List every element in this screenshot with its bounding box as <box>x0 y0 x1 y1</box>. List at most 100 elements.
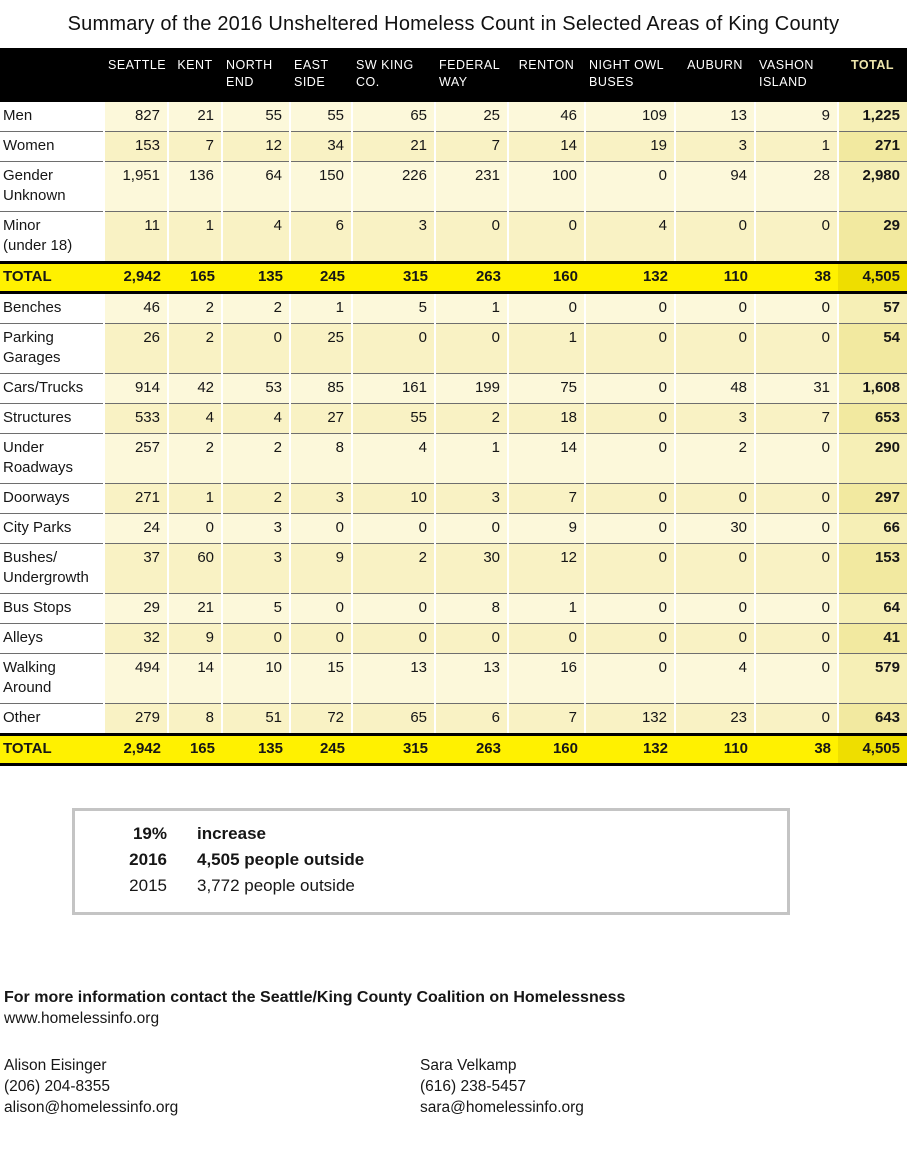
cell: 34 <box>289 131 352 162</box>
cell: 75 <box>507 373 585 404</box>
table-row: Cars/Trucks 914 42 53 85 161 199 75 0 48 31 1,608 <box>0 373 907 404</box>
cell: 24 <box>103 513 168 544</box>
table-header-row: SEATTLE KENT NORTH END EAST SIDE SW KING CO.… <box>0 48 907 102</box>
cell: 0 <box>584 483 675 514</box>
cell: 4 <box>221 211 290 263</box>
summary-line: 2016 4,505 people outside <box>75 847 787 873</box>
cell: 60 <box>167 543 222 594</box>
cell: 3 <box>674 131 755 162</box>
cell: 165 <box>168 260 222 294</box>
row-total-cell: 579 <box>837 653 907 704</box>
table-row: Bus Stops 29 21 5 0 0 8 1 0 0 0 64 <box>0 593 907 624</box>
table-row: Parking Garages 26 2 0 25 0 0 1 0 0 0 54 <box>0 323 907 374</box>
cell: 7 <box>434 131 508 162</box>
cell: 7 <box>754 403 838 434</box>
cell: 21 <box>351 131 435 162</box>
column-header: FEDERAL WAY <box>435 48 508 102</box>
column-header-label: NORTH END <box>226 58 273 89</box>
row-total-cell: 57 <box>837 292 907 324</box>
cell: 7 <box>167 131 222 162</box>
cell: 0 <box>674 593 755 624</box>
cell: 0 <box>754 483 838 514</box>
cell: 2 <box>674 433 755 484</box>
table-row: Structures 533 4 4 27 55 2 18 0 3 7 653 <box>0 403 907 434</box>
cell: 2 <box>351 543 435 594</box>
row-label: Walking Around <box>0 653 104 704</box>
cell: 53 <box>221 373 290 404</box>
cell: 13 <box>674 101 755 132</box>
cell: 231 <box>434 161 508 212</box>
cell: 0 <box>351 513 435 544</box>
row-label: Under Roadways <box>0 433 104 484</box>
cell: 0 <box>351 623 435 654</box>
contact-card: Alison Eisinger (206) 204-8355 alison@home… <box>4 1055 420 1118</box>
cell: 0 <box>584 543 675 594</box>
summary-line-left: 19% <box>132 823 167 843</box>
cell: 2 <box>167 292 222 324</box>
cell: 14 <box>507 131 585 162</box>
cell: 10 <box>221 653 290 704</box>
cell: 3 <box>289 483 352 514</box>
summary-line-text: 4,505 people outside <box>197 849 365 869</box>
cell: 2 <box>221 292 290 324</box>
cell: 0 <box>351 593 435 624</box>
row-label: Alleys <box>0 623 104 654</box>
cell: 0 <box>584 292 675 324</box>
column-header: NORTH END <box>222 48 290 102</box>
cell: 0 <box>674 483 755 514</box>
row-total-cell: 54 <box>837 323 907 374</box>
cell: 25 <box>289 323 352 374</box>
row-label: Minor (under 18) <box>0 211 104 263</box>
cell: 30 <box>434 543 508 594</box>
cell: 7 <box>507 703 585 735</box>
row-label: Bus Stops <box>0 593 104 624</box>
cell: 199 <box>434 373 508 404</box>
cell: 3 <box>434 483 508 514</box>
cell: 245 <box>290 260 352 294</box>
cell: 0 <box>584 593 675 624</box>
cell: 533 <box>103 403 168 434</box>
cell: 8 <box>289 433 352 484</box>
cell: 245 <box>290 732 352 766</box>
cell: 3 <box>351 211 435 263</box>
table-row: Bushes/Undergrowth 37 60 3 9 2 30 12 0 0 0 153 <box>0 543 907 594</box>
row-total-cell: 29 <box>837 211 907 263</box>
row-total-cell: 153 <box>837 543 907 594</box>
cell: 0 <box>584 323 675 374</box>
cell: 1 <box>754 131 838 162</box>
cell: 150 <box>289 161 352 212</box>
column-header: AUBURN <box>675 48 755 102</box>
cell: 4 <box>167 403 222 434</box>
summary-line-left: 2015 <box>129 875 167 895</box>
row-label: Bushes/Undergrowth <box>0 543 104 594</box>
cell: 12 <box>507 543 585 594</box>
contact-phone: (206) 204-8355 <box>4 1077 110 1095</box>
cell: 0 <box>674 292 755 324</box>
cell: 16 <box>507 653 585 704</box>
cell: 132 <box>584 703 675 735</box>
cell: 0 <box>507 211 585 263</box>
cell: 42 <box>167 373 222 404</box>
contact-phone: (616) 238-5457 <box>420 1077 526 1095</box>
cell: 0 <box>584 403 675 434</box>
row-total-cell: 290 <box>837 433 907 484</box>
row-label: City Parks <box>0 513 104 544</box>
cell: 0 <box>507 623 585 654</box>
cell: 827 <box>103 101 168 132</box>
column-header-label: KENT <box>177 58 213 72</box>
cell: 279 <box>103 703 168 735</box>
cell: 0 <box>674 623 755 654</box>
cell: 0 <box>584 653 675 704</box>
cell: 1 <box>507 593 585 624</box>
summary-line-left: 2016 <box>129 849 167 869</box>
cell: 0 <box>754 433 838 484</box>
column-header-label: VASHON ISLAND <box>759 58 814 89</box>
cell: 2 <box>221 483 290 514</box>
table-row: Women 153 7 12 34 21 7 14 19 3 1 271 <box>0 131 907 162</box>
cell: 14 <box>507 433 585 484</box>
row-label: TOTAL <box>0 732 104 766</box>
contact-name: Sara Velkamp <box>420 1056 517 1074</box>
cell: 4 <box>351 433 435 484</box>
footer-heading: For more information contact the Seattle… <box>4 988 626 1006</box>
cell: 51 <box>221 703 290 735</box>
